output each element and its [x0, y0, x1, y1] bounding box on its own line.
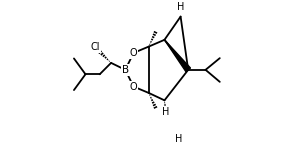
Text: H: H — [162, 107, 170, 117]
Text: H: H — [175, 134, 182, 144]
Text: Cl: Cl — [91, 42, 100, 52]
Text: H: H — [177, 2, 184, 12]
Text: B: B — [122, 65, 129, 75]
Text: O: O — [130, 48, 137, 58]
Text: O: O — [130, 82, 137, 92]
Polygon shape — [164, 40, 190, 72]
